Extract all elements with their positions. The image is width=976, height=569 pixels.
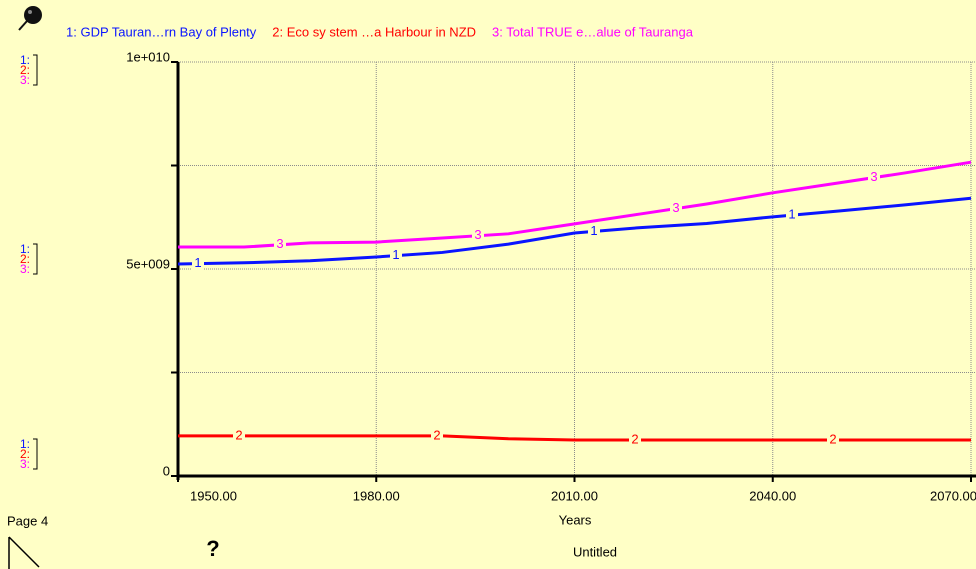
series-marker: 1 bbox=[392, 247, 399, 262]
y-tick-label: 0 bbox=[163, 463, 170, 478]
series-marker: 3 bbox=[474, 227, 481, 242]
scale-key: 1: bbox=[20, 242, 30, 256]
x-tick-label: 1950.00 bbox=[190, 488, 237, 503]
scale-bracket bbox=[33, 243, 38, 275]
series-marker: 2 bbox=[631, 431, 638, 446]
marker-bg bbox=[192, 256, 204, 271]
marker-bg bbox=[588, 224, 600, 239]
scale-bracket bbox=[33, 54, 38, 86]
document-title: Untitled bbox=[573, 544, 617, 559]
legend-entry: 2: Eco sy stem …a Harbour in NZD bbox=[272, 24, 476, 39]
series-marker: 3 bbox=[672, 200, 679, 215]
marker-bg bbox=[233, 428, 245, 443]
series-marker: 2 bbox=[829, 431, 836, 446]
y-tick-label: 5e+009 bbox=[126, 256, 170, 271]
x-tick-label: 2040.00 bbox=[749, 488, 796, 503]
scale-key: 2: bbox=[20, 252, 30, 266]
x-tick-label: 2010.00 bbox=[551, 488, 598, 503]
series-line bbox=[177, 196, 972, 266]
series-marker: 2 bbox=[433, 427, 440, 442]
series-marker: 1 bbox=[788, 207, 795, 222]
scale-key: 1: bbox=[20, 437, 30, 451]
series-marker: 3 bbox=[276, 236, 283, 251]
legend-entry: 3: Total TRUE e…alue of Tauranga bbox=[492, 24, 694, 39]
marker-bg bbox=[827, 432, 839, 447]
series-marker: 1 bbox=[194, 255, 201, 270]
scale-key: 1: bbox=[20, 53, 30, 67]
marker-bg bbox=[274, 237, 286, 252]
scale-bracket bbox=[33, 438, 38, 470]
marker-bg bbox=[629, 432, 641, 447]
scale-key: 3: bbox=[20, 262, 30, 276]
x-axis-label: Years bbox=[559, 512, 592, 527]
marker-bg bbox=[431, 428, 443, 443]
marker-bg bbox=[390, 248, 402, 263]
page-label: Page 4 bbox=[7, 513, 48, 528]
scale-key: 2: bbox=[20, 63, 30, 77]
page-corner[interactable] bbox=[8, 536, 40, 569]
scale-key: 2: bbox=[20, 447, 30, 461]
x-tick-label: 2070.00 bbox=[930, 488, 976, 503]
series-marker: 1 bbox=[590, 223, 597, 238]
marker-bg bbox=[670, 201, 682, 216]
marker-bg bbox=[472, 228, 484, 243]
series-line bbox=[178, 160, 972, 249]
series-marker: 3 bbox=[870, 169, 877, 184]
marker-bg bbox=[868, 170, 880, 185]
y-tick-label: 1e+010 bbox=[126, 49, 170, 64]
legend-entry: 1: GDP Tauran…rn Bay of Plenty bbox=[66, 24, 257, 39]
x-tick-label: 1980.00 bbox=[353, 488, 400, 503]
marker-bg bbox=[786, 208, 798, 223]
series-marker: 2 bbox=[235, 427, 242, 442]
pin-icon[interactable] bbox=[18, 6, 42, 31]
scale-key: 3: bbox=[20, 73, 30, 87]
help-icon[interactable]: ? bbox=[206, 536, 219, 561]
scale-key: 3: bbox=[20, 457, 30, 471]
